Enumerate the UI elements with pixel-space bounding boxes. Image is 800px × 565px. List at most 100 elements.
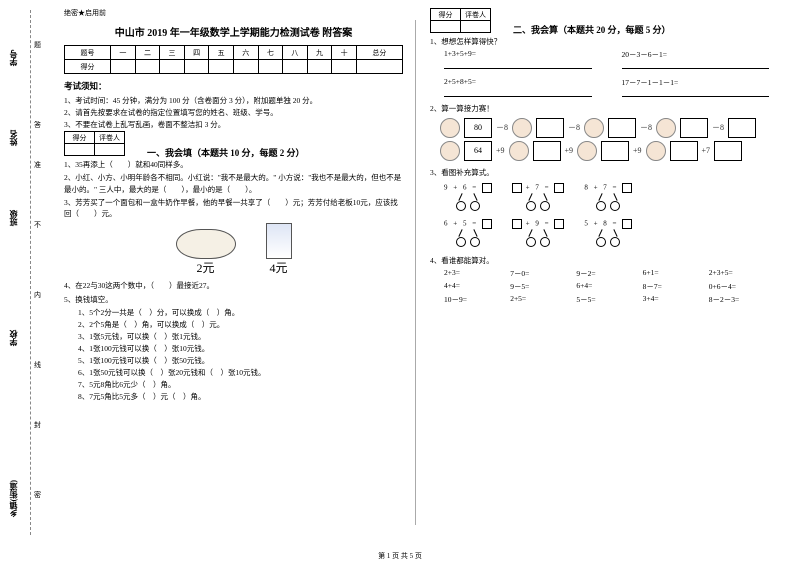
score-cell: 二 — [135, 46, 160, 60]
notice-item: 1、考试时间：45 分钟，满分为 100 分（含卷面分 3 分），附加题单独 2… — [64, 95, 403, 107]
monkey-icon — [646, 141, 666, 161]
side-term: 内 — [34, 290, 41, 300]
chain-2: 64 +9 +9 +9 +7 — [440, 141, 769, 161]
bread-icon — [176, 229, 236, 259]
mini-score-table: 得分评卷人 — [430, 8, 491, 33]
diagram-expr: 6 + 5 = — [444, 219, 478, 227]
milk-icon — [266, 223, 292, 259]
binding-gutter: 学号 姓名 班级 学校 乡镇(街道) 题 答 准 不 内 线 封 密 — [0, 0, 50, 545]
q5-head: 5、换钱填空。 — [64, 294, 403, 305]
gutter-label: 班级 — [8, 210, 19, 226]
score-cell: 总分 — [356, 46, 402, 60]
calc-expr: 17－7－1－1－1= — [622, 77, 770, 88]
diagram-row-1: 9 + 6 = + 7 = 8 + 7 = — [444, 183, 769, 211]
secret-label: 绝密★启用前 — [64, 8, 403, 18]
score-cell: 九 — [307, 46, 332, 60]
op: －8 — [496, 122, 508, 133]
blank-box — [601, 141, 629, 161]
calc-cell: 9－5= — [510, 281, 570, 292]
monkey-icon — [509, 141, 529, 161]
diagram-row-2: 6 + 5 = + 9 = 5 + 8 = — [444, 219, 769, 247]
score-cell: 七 — [258, 46, 283, 60]
blank-line — [444, 68, 592, 69]
gutter-label: 乡镇(街道) — [8, 480, 19, 517]
calc-cell: 8－7= — [643, 281, 703, 292]
op: －8 — [640, 122, 652, 133]
calc-cell: 10－9= — [444, 294, 504, 305]
q5-item: 7、5元8角比6元少（ ）角。 — [78, 379, 403, 391]
mini-score-table: 得分评卷人 — [64, 131, 125, 156]
score-cell: 八 — [283, 46, 308, 60]
diagram-expr: + 9 = — [526, 219, 551, 227]
dashed-line — [30, 10, 31, 535]
q5-item: 4、1张100元钱可以换（ ）张10元钱。 — [78, 343, 403, 355]
q3-head: 3、看图补充算式。 — [430, 167, 769, 178]
q4: 4、在22与30这两个数中，（ ）最接近27。 — [64, 280, 403, 291]
notice-item: 2、请首先按要求在试卷的指定位置填写您的姓名、班级、学号。 — [64, 107, 403, 119]
side-term: 不 — [34, 220, 41, 230]
rabbit-icon — [440, 141, 460, 161]
calc-cell: 9－2= — [576, 268, 636, 279]
left-column: 绝密★启用前 中山市 2019 年一年级数学上学期能力检测试卷 附答案 题号 一… — [50, 0, 415, 545]
diagram-expr: 8 + 7 = — [584, 183, 618, 191]
q2-head: 2、算一算接力赛！ — [430, 103, 769, 114]
diagram: 6 + 5 = — [444, 219, 492, 247]
mini-score-cell: 得分 — [431, 9, 461, 21]
page-title: 中山市 2019 年一年级数学上学期能力检测试卷 附答案 — [64, 24, 403, 39]
calc-cell: 6+4= — [576, 281, 636, 292]
calc-cell: 0+6－4= — [709, 281, 769, 292]
op: －8 — [712, 122, 724, 133]
blank-box — [533, 141, 561, 161]
score-cell: 十 — [332, 46, 357, 60]
side-term: 答 — [34, 120, 41, 130]
q5-item: 6、1张50元钱可以换（ ）张20元钱和（ ）张10元钱。 — [78, 367, 403, 379]
blank-box — [680, 118, 708, 138]
mini-score-cell: 评卷人 — [461, 9, 491, 21]
blank-box — [670, 141, 698, 161]
calc-cell: 5－5= — [576, 294, 636, 305]
diagram: 8 + 7 = — [584, 183, 632, 211]
gutter-label: 学号 — [8, 50, 19, 66]
calc-cell: 8－2－3= — [709, 294, 769, 305]
monkey-icon — [584, 118, 604, 138]
calc-cell: 2+3+5= — [709, 268, 769, 279]
start-box: 64 — [464, 141, 492, 161]
q5-item: 2、2个5角是（ ）角，可以换成（ ）元。 — [78, 319, 403, 331]
calc-grid: 2+3= 7－0= 9－2= 6+1= 2+3+5= 4+4= 9－5= 6+4… — [444, 268, 769, 305]
section1-title: 一、我会填（本题共 10 分，每题 2 分） — [147, 146, 305, 159]
diagram-expr: 9 + 6 = — [444, 183, 478, 191]
diagram: + 9 = — [512, 219, 564, 247]
notice-heading: 考试须知： — [64, 80, 403, 92]
op: +7 — [702, 146, 711, 155]
calc-cell: 3+4= — [643, 294, 703, 305]
calc-expr: 1+3+5+9= — [444, 49, 592, 60]
q5-item: 3、1张5元钱，可以换（ ）张1元钱。 — [78, 331, 403, 343]
op: +9 — [633, 146, 642, 155]
diagram: 9 + 6 = — [444, 183, 492, 211]
q1-head: 1、想想怎样算得快？ — [430, 36, 769, 47]
diagram: + 7 = — [512, 183, 564, 211]
q5-item: 5、1张100元钱可以换（ ）张50元钱。 — [78, 355, 403, 367]
mini-score-cell: 评卷人 — [95, 132, 125, 144]
section2-title: 二、我会算（本题共 20 分，每题 5 分） — [513, 23, 671, 36]
monkey-icon — [656, 118, 676, 138]
mini-score-cell: 得分 — [65, 132, 95, 144]
calc-cell: 2+3= — [444, 268, 504, 279]
calc-cell: 4+4= — [444, 281, 504, 292]
score-cell: 题号 — [65, 46, 111, 60]
q2: 2、小红、小方、小明年龄各不相同。小红说："我不是最大的。" 小方说："我也不是… — [64, 172, 403, 195]
diagram-expr: + 7 = — [526, 183, 551, 191]
diagram-expr: 5 + 8 = — [584, 219, 618, 227]
score-cell: 四 — [184, 46, 209, 60]
page-footer: 第 1 页 共 5 页 — [0, 551, 800, 561]
score-cell: 一 — [111, 46, 136, 60]
side-term: 封 — [34, 420, 41, 430]
blank-line — [622, 68, 770, 69]
diagram: 5 + 8 = — [584, 219, 632, 247]
blank-line — [622, 96, 770, 97]
score-table: 题号 一 二 三 四 五 六 七 八 九 十 总分 得分 — [64, 45, 403, 74]
bread-price: 2元 — [176, 259, 236, 276]
blank-box — [608, 118, 636, 138]
q4-head: 4、看谁都能算对。 — [430, 255, 769, 266]
side-term: 准 — [34, 160, 41, 170]
